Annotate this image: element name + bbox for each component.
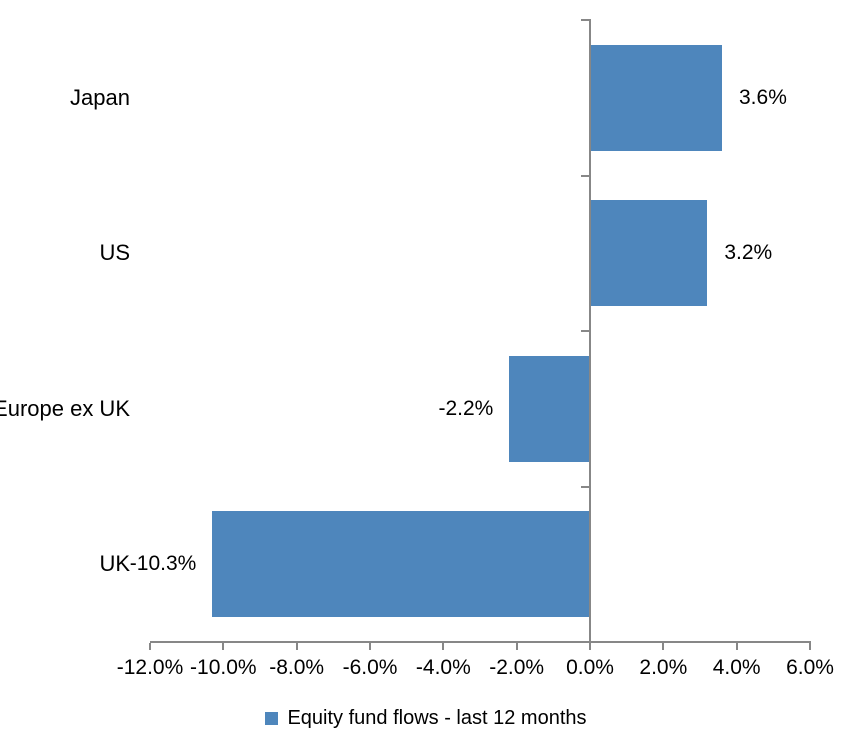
- data-label-europe-ex-uk: -2.2%: [438, 396, 494, 420]
- x-axis-tick: [295, 643, 298, 650]
- x-tick-label-8-0: -8.0%: [269, 656, 325, 679]
- y-axis-tick: [581, 19, 589, 21]
- x-tick-label-2-0: -2.0%: [489, 656, 545, 679]
- x-axis-tick: [442, 643, 445, 650]
- bar-japan: [590, 44, 722, 151]
- data-label-us: 3.2%: [724, 241, 773, 265]
- x-tick-label-4-0: 4.0%: [712, 656, 761, 679]
- category-label-uk: UK: [99, 551, 130, 577]
- x-tick-label-2-0: 2.0%: [639, 656, 688, 679]
- category-label-japan: Japan: [70, 84, 130, 110]
- x-axis-tick: [149, 643, 151, 650]
- x-tick-label-12-0: -12.0%: [116, 656, 184, 679]
- x-tick-label-6-0: 6.0%: [786, 656, 834, 679]
- x-axis-tick: [369, 643, 371, 650]
- x-axis-tick: [589, 643, 591, 650]
- bar-europe-ex-uk: [509, 355, 590, 462]
- legend-marker-icon: [265, 711, 279, 725]
- y-axis-tick: [581, 330, 589, 332]
- y-axis-tick: [581, 174, 589, 177]
- data-label-japan: 3.6%: [739, 85, 787, 109]
- y-axis-tick: [581, 485, 589, 488]
- legend-label: Equity fund flows - last 12 months: [287, 706, 587, 729]
- bar-uk: [212, 511, 590, 618]
- x-axis-tick: [662, 643, 665, 650]
- y-axis-line: [589, 19, 591, 642]
- x-tick-label-10-0: -10.0%: [190, 656, 257, 679]
- x-axis-tick: [735, 643, 738, 650]
- x-tick-label-6-0: -6.0%: [342, 656, 398, 679]
- legend: Equity fund flows - last 12 months: [0, 705, 852, 731]
- data-label-uk: -10.3%: [129, 552, 197, 576]
- x-tick-label-0-0: 0.0%: [566, 656, 614, 679]
- bar-us: [590, 200, 708, 307]
- x-axis-line: [150, 641, 811, 643]
- x-axis-tick: [222, 643, 225, 650]
- category-label-europe-ex-uk: Europe ex UK: [0, 395, 130, 421]
- x-tick-label-4-0: -4.0%: [415, 656, 471, 679]
- x-axis-tick: [515, 643, 518, 650]
- x-axis-tick: [809, 643, 811, 650]
- category-label-us: US: [99, 240, 130, 266]
